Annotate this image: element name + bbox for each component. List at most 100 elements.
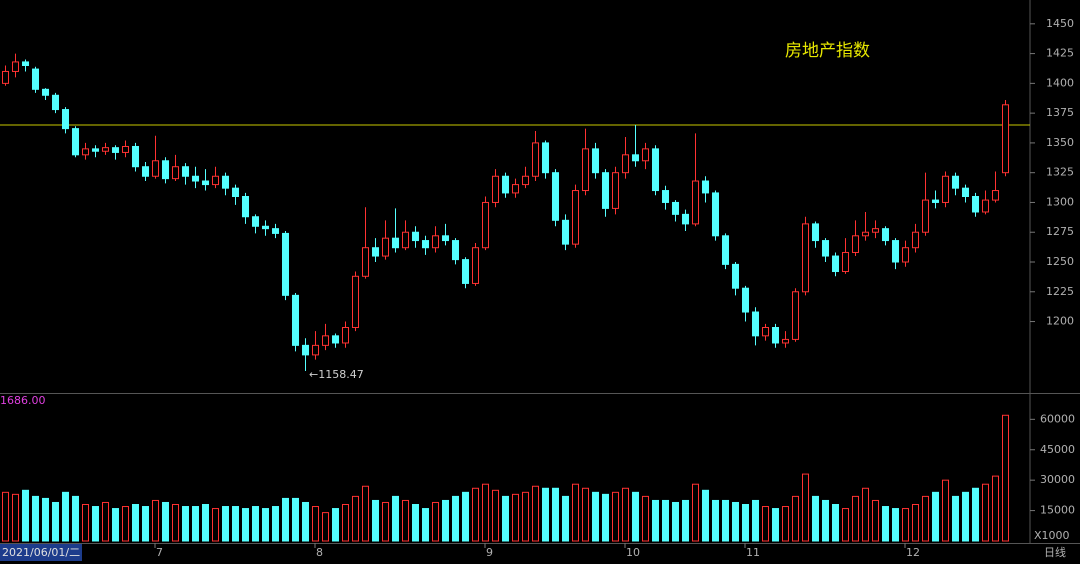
volume-bar <box>112 508 119 542</box>
candle-body <box>562 219 569 245</box>
volume-bar <box>42 497 49 542</box>
candle-body <box>802 223 809 293</box>
volume-bar <box>302 501 309 542</box>
candle-body <box>882 228 889 242</box>
volume-bar <box>432 501 439 542</box>
volume-bar <box>512 493 519 542</box>
volume-bar <box>852 495 859 542</box>
volume-bar <box>172 504 179 542</box>
candle-body <box>492 175 499 203</box>
volume-bar <box>882 506 889 542</box>
volume-bar <box>752 499 759 542</box>
volume-bar <box>702 489 709 542</box>
volume-bar <box>282 497 289 542</box>
volume-bar <box>182 506 189 542</box>
candle-body <box>712 192 719 237</box>
volume-bar <box>632 491 639 542</box>
volume-bar <box>562 495 569 542</box>
candle-body <box>42 88 49 96</box>
volume-bar <box>972 487 979 542</box>
candle-body <box>2 70 9 84</box>
candle-body <box>342 327 349 344</box>
volume-bar <box>622 487 629 542</box>
volume-y-tick-label: 30000 <box>1040 473 1075 486</box>
candle-body <box>1002 104 1009 174</box>
y-tick-label: 1300 <box>1046 195 1074 208</box>
volume-bar <box>682 499 689 542</box>
volume-bar <box>662 499 669 542</box>
volume-bar <box>642 495 649 542</box>
volume-bar <box>32 495 39 542</box>
volume-bar <box>312 506 319 542</box>
y-tick-label: 1450 <box>1046 17 1074 30</box>
candle-body <box>162 160 169 180</box>
candle-body <box>212 175 219 186</box>
volume-bar <box>782 506 789 542</box>
candle-body <box>32 68 39 90</box>
candle-body <box>822 240 829 257</box>
candle-body <box>962 187 969 197</box>
volume-bar <box>492 489 499 542</box>
candle-body <box>262 225 269 230</box>
volume-bar <box>222 506 229 542</box>
volume-bar <box>122 506 129 542</box>
candle-body <box>742 287 749 313</box>
volume-bar <box>22 489 29 542</box>
volume-bar <box>132 504 139 542</box>
candle-body <box>242 196 249 218</box>
volume-bar <box>532 485 539 542</box>
candle-body <box>182 166 189 177</box>
volume-bar <box>242 508 249 542</box>
candle-body <box>612 172 619 209</box>
candle-body <box>432 235 439 249</box>
volume-bar <box>392 495 399 542</box>
candle-body <box>582 148 589 192</box>
candle-body <box>522 175 529 186</box>
volume-bar <box>612 491 619 542</box>
x-tick-label: 12 <box>906 546 920 559</box>
candle-body <box>752 311 759 337</box>
candle-body <box>642 148 649 162</box>
candle-body <box>922 199 929 233</box>
volume-bar <box>192 506 199 542</box>
volume-bar <box>932 491 939 542</box>
volume-bar <box>712 499 719 542</box>
y-tick-label: 1425 <box>1046 47 1074 60</box>
volume-bar <box>572 483 579 542</box>
candle-body <box>122 145 129 153</box>
candle-body <box>692 180 699 225</box>
candle-body <box>462 259 469 284</box>
candle-body <box>572 190 579 245</box>
candle-body <box>772 327 779 344</box>
volume-bar <box>982 483 989 542</box>
candle-body <box>62 109 69 130</box>
candle-body <box>392 237 399 249</box>
candle-body <box>512 184 519 194</box>
candle-body <box>482 201 489 249</box>
volume-bar <box>762 506 769 542</box>
candle-body <box>762 327 769 337</box>
volume-bar <box>82 504 89 542</box>
candle-body <box>232 187 239 197</box>
y-tick-label: 1400 <box>1046 76 1074 89</box>
volume-bar <box>732 501 739 542</box>
candle-body <box>592 148 599 174</box>
volume-bar <box>542 487 549 542</box>
candle-body <box>852 235 859 253</box>
x-tick-label: 7 <box>156 546 163 559</box>
volume-bar <box>832 504 839 542</box>
volume-bar <box>482 483 489 542</box>
candle-body <box>982 199 989 213</box>
volume-bar <box>812 495 819 542</box>
candle-body <box>142 166 149 177</box>
volume-bar <box>962 491 969 542</box>
volume-bar <box>262 508 269 542</box>
volume-bar <box>422 508 429 542</box>
x-tick-label: 10 <box>626 546 640 559</box>
candle-body <box>992 190 999 201</box>
volume-bar <box>942 479 949 542</box>
candle-body <box>632 154 639 162</box>
candle-body <box>532 142 539 177</box>
y-tick-label: 1375 <box>1046 106 1074 119</box>
